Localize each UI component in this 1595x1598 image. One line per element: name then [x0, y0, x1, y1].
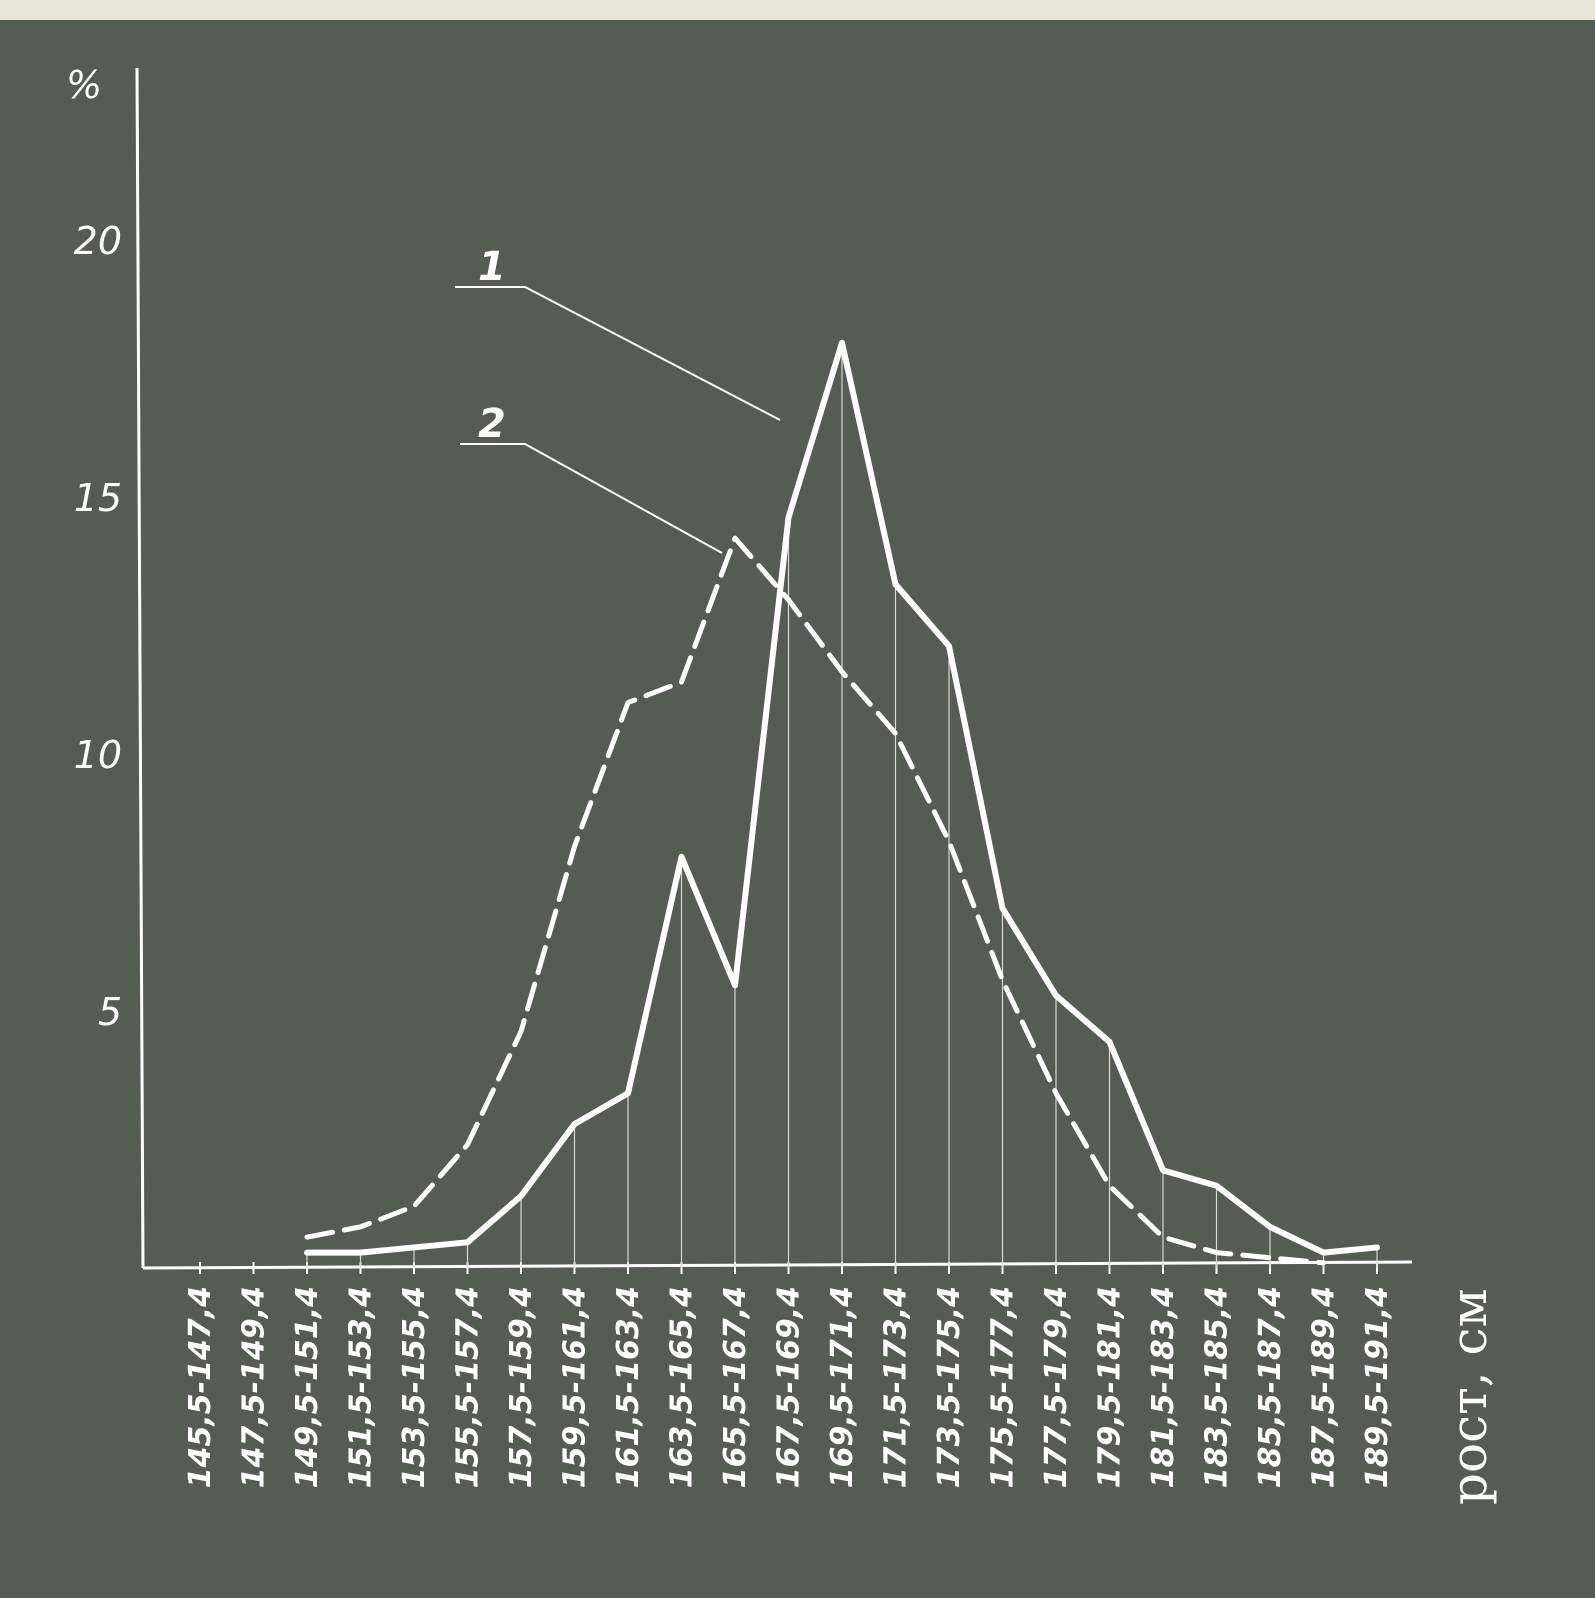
x-tick-label: 183,5-185,4 [1200, 1286, 1235, 1488]
y-axis-line [135, 67, 145, 1269]
x-tick-label: 167,5-169,4 [772, 1286, 807, 1488]
x-tick-label: 177,5-179,4 [1039, 1286, 1074, 1488]
x-tick-label: 161,5-163,4 [611, 1286, 646, 1488]
x-tick-label: 153,5-155,4 [397, 1286, 432, 1488]
x-tick-label: 149,5-151,4 [290, 1286, 325, 1488]
x-ticks: 145,5-147,4 147,5-149,4 149,5-151,4 151,5-1… [183, 1262, 1395, 1488]
x-tick-label: 169,5-171,4 [825, 1286, 860, 1488]
x-tick-label: 189,5-191,4 [1360, 1286, 1395, 1488]
y-tick-label: 5 [98, 990, 122, 1034]
y-axis-title: % [66, 63, 102, 107]
drop-lines [306, 342, 1378, 1268]
series-group [304, 339, 1380, 1266]
x-axis-line [142, 1260, 1413, 1270]
x-tick-label: 159,5-161,4 [558, 1286, 593, 1488]
series-line-1 [304, 339, 1380, 1256]
x-tick-label: 171,5-173,4 [879, 1286, 914, 1488]
chart-background [0, 20, 1595, 1598]
series-label-2: 2 [478, 401, 506, 447]
x-tick-label: 145,5-147,4 [183, 1286, 218, 1488]
series-label-1: 1 [478, 244, 506, 290]
y-tick-label: 20 [74, 219, 122, 263]
x-tick-label: 147,5-149,4 [237, 1286, 272, 1488]
axes [135, 67, 1413, 1270]
series-labels: 12 [455, 244, 781, 554]
x-tick-label: 181,5-183,4 [1146, 1286, 1181, 1488]
y-tick-label: 10 [74, 733, 122, 777]
y-ticks: 5 10 15 20 [74, 219, 122, 1034]
y-tick-label: 15 [74, 476, 122, 520]
x-tick-label: 151,5-153,4 [344, 1286, 379, 1488]
series-label-2-leader [460, 443, 723, 554]
x-tick-label: 187,5-189,4 [1307, 1286, 1342, 1488]
x-tick-label: 175,5-177,4 [986, 1286, 1021, 1488]
x-tick-label: 179,5-181,4 [1093, 1286, 1128, 1488]
x-tick-label: 165,5-167,4 [718, 1286, 753, 1488]
series-line-2 [304, 535, 1326, 1266]
x-axis-title: рост, см [1440, 1289, 1498, 1505]
x-tick-label: 173,5-175,4 [932, 1286, 967, 1488]
x-tick-label: 185,5-187,4 [1253, 1286, 1288, 1488]
x-tick-label: 163,5-165,4 [665, 1286, 700, 1488]
x-tick-label: 155,5-157,4 [451, 1286, 486, 1488]
series-label-1-leader [455, 286, 781, 421]
x-tick-label: 157,5-159,4 [504, 1286, 539, 1488]
